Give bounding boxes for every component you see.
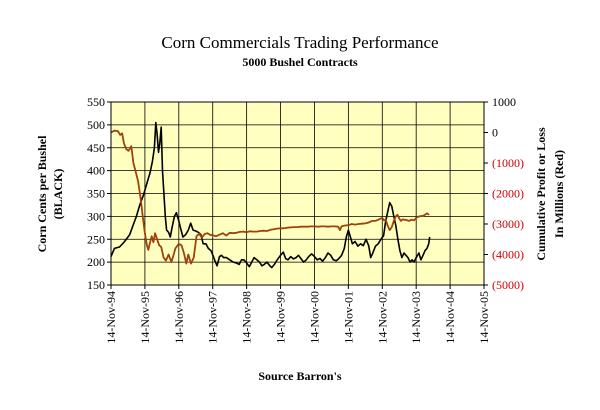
x-tick-label: 14-Nov-97 xyxy=(206,291,220,344)
right-axis-label: Cumulative Profit or Loss In Millions (R… xyxy=(534,127,566,261)
y-left-tick-label: 400 xyxy=(87,164,105,178)
left-axis-label: Corn Cents per Bushel (BLACK) xyxy=(35,135,65,252)
right-axis-label-line2: In Millions (Red) xyxy=(552,150,566,238)
chart-subtitle: 5000 Bushel Contracts xyxy=(242,55,358,69)
y-right-tick-label: (2000) xyxy=(492,187,524,201)
y-left-tick-label: 250 xyxy=(87,232,105,246)
cumulative-profit-series-line xyxy=(110,129,430,265)
x-tick-label: 14-Nov-03 xyxy=(409,291,423,344)
x-tick-label: 14-Nov-96 xyxy=(172,291,186,344)
y-left-tick-label: 550 xyxy=(87,95,105,109)
left-axis-label-line2: (BLACK) xyxy=(51,169,65,220)
x-tick-label: 14-Nov-05 xyxy=(477,291,491,344)
x-tick-label: 14-Nov-00 xyxy=(307,291,321,344)
y-left-tick-label: 150 xyxy=(87,278,105,292)
x-tick-label: 14-Nov-02 xyxy=(375,291,389,344)
x-tick-label: 14-Nov-04 xyxy=(443,291,457,344)
y-right-tick-label: 0 xyxy=(492,126,498,140)
x-tick-label: 14-Nov-98 xyxy=(240,291,254,344)
y-right-tick-label: 1000 xyxy=(492,95,516,109)
y-left-tick-label: 350 xyxy=(87,187,105,201)
y-right-tick-label: (1000) xyxy=(492,156,524,170)
y-left-tick-label: 450 xyxy=(87,141,105,155)
left-axis-label-line1: Corn Cents per Bushel xyxy=(35,135,49,252)
x-tick-label: 14-Nov-94 xyxy=(104,291,118,344)
y-right-tick-label: (5000) xyxy=(492,278,524,292)
y-right-tick-label: (4000) xyxy=(492,248,524,262)
y-left-tick-label: 500 xyxy=(87,118,105,132)
tick-labels: 14-Nov-94 14-Nov-95 14-Nov-96 14-Nov-97 14-N… xyxy=(87,95,524,344)
chart-title: Corn Commercials Trading Performance xyxy=(161,33,438,52)
right-axis-label-line1: Cumulative Profit or Loss xyxy=(534,127,548,261)
y-right-tick-label: (3000) xyxy=(492,217,524,231)
series xyxy=(110,121,431,269)
x-tick-label: 14-Nov-01 xyxy=(341,291,355,344)
source-label: Source Barron's xyxy=(258,369,342,383)
y-left-tick-label: 300 xyxy=(87,209,105,223)
y-left-tick-label: 200 xyxy=(87,255,105,269)
x-tick-label: 14-Nov-99 xyxy=(274,291,288,344)
x-tick-label: 14-Nov-95 xyxy=(138,291,152,344)
corn-price-series-line xyxy=(110,121,431,269)
